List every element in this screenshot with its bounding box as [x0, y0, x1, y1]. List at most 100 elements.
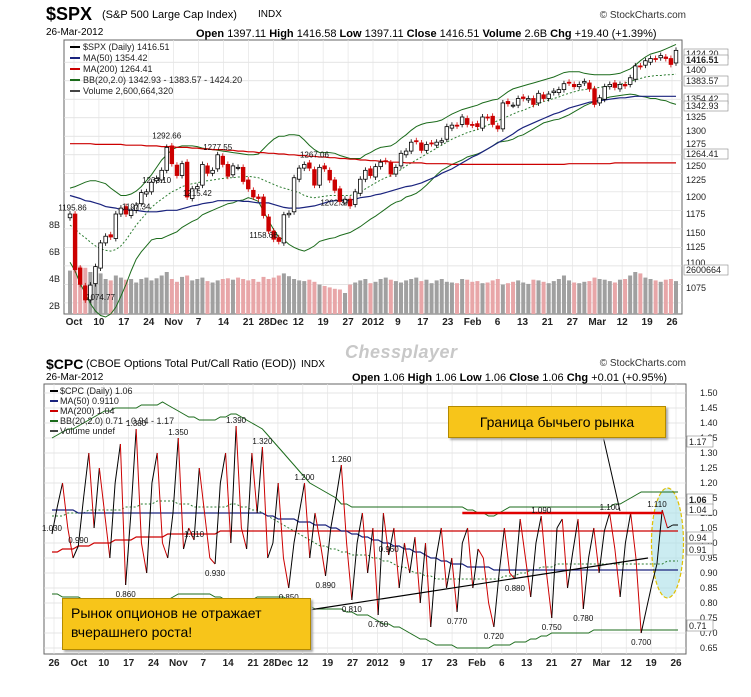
bottom-x-tick-5: Nov [169, 658, 188, 669]
cpc-line-segment [382, 512, 390, 556]
cpc-line-segment [398, 542, 405, 589]
cpc-line-segment [361, 512, 369, 574]
price-candle-body [495, 125, 500, 130]
cpc-line-segment [535, 515, 542, 544]
volume-bar [551, 281, 556, 314]
volume-bar [485, 282, 490, 314]
volume-bar [113, 275, 118, 314]
bottom-x-tick-3: 17 [123, 658, 135, 669]
bottom-x-tick-20: 21 [546, 658, 558, 669]
price-candle-body [459, 116, 465, 125]
volume-bar [383, 277, 388, 314]
volume-bar [653, 280, 658, 314]
top-right-label-7: 1300 [686, 126, 706, 136]
price-candle-body [205, 165, 210, 174]
price-candle-body [128, 209, 134, 216]
bottom-price-label-10: 1.200 [294, 473, 315, 482]
price-candle-body [149, 181, 154, 193]
top-x-tick-11: 27 [343, 317, 355, 328]
volume-bar [521, 282, 526, 314]
volume-bar [511, 281, 516, 314]
price-candle-body [658, 55, 663, 59]
bottom-x-tick-0: 26 [48, 658, 60, 669]
cpc-line-segment [356, 512, 363, 544]
price-candle-body [98, 242, 103, 269]
price-candle-body [352, 191, 358, 205]
bottom-x-tick-4: 24 [148, 658, 160, 669]
price-candle-body [449, 124, 455, 129]
volume-bar [317, 284, 322, 314]
cpc-line-segment [109, 482, 116, 559]
price-candle-body [566, 81, 572, 84]
price-candle-body [174, 164, 180, 176]
bottom-legend-text-0: $CPC (Daily) 1.06 [60, 386, 133, 396]
volume-bar [434, 280, 439, 314]
bottom-y-tick-15: 1.40 [700, 418, 718, 428]
volume-bar [577, 283, 582, 314]
volume-bar [531, 279, 536, 314]
price-candle-body [551, 90, 556, 93]
cpc-line-segment [588, 527, 595, 559]
volume-bar [271, 277, 276, 314]
price-candle-body [663, 56, 669, 59]
cpc-line-segment [198, 467, 206, 514]
bottom-exchange: INDX [301, 359, 325, 370]
top-x-tick-24: 26 [666, 317, 678, 328]
price-candle-body [521, 96, 526, 99]
price-candle-body [154, 178, 159, 182]
price-candle-body [515, 98, 521, 106]
volume-bar [93, 275, 98, 314]
top-right-label-12: 1200 [686, 192, 706, 202]
bottom-price-label-21: 0.780 [573, 614, 594, 623]
cpc-line-segment [409, 536, 416, 574]
volume-bar [185, 275, 190, 314]
top-legend-text-2: MA(200) 1264.41 [83, 64, 153, 74]
price-candle-body [597, 97, 602, 104]
bottom-price-label-17: 0.720 [484, 632, 505, 641]
cpc-line-segment [351, 542, 358, 601]
top-right-label-1: 1416.51 [686, 55, 719, 65]
top-brand: © StockCharts.com [599, 10, 686, 21]
volume-bar [307, 279, 312, 314]
price-candle-body [470, 124, 475, 126]
bottom-x-tick-25: 26 [670, 658, 682, 669]
bottom-price-label-22: 1.100 [600, 503, 621, 512]
volume-bar [230, 279, 235, 314]
volume-bar [78, 266, 83, 314]
cpc-line-segment [577, 518, 584, 610]
volume-bar [220, 279, 225, 314]
price-candle-body [577, 84, 582, 88]
bottom-x-tick-19: 13 [521, 658, 533, 669]
cpc-line-segment [498, 527, 505, 574]
price-candle-body [286, 212, 292, 216]
top-ma50 [69, 95, 676, 213]
volume-bar [567, 280, 572, 314]
bottom-date: 26-Mar-2012 [46, 372, 104, 383]
top-x-tick-17: 6 [495, 317, 501, 328]
volume-bar [225, 278, 230, 314]
cpc-line-segment [346, 542, 353, 601]
bottom-x-tick-16: 23 [447, 658, 459, 669]
cpc-line-segment [240, 527, 248, 550]
bottom-price-label-13: 0.810 [342, 605, 363, 614]
price-candle-body [673, 49, 679, 64]
price-candle-body [592, 88, 597, 105]
volume-bar [297, 280, 302, 314]
top-x-tick-8: 28Dec [259, 317, 289, 328]
quote-low-label: Low [339, 28, 362, 40]
cpc-line-segment [183, 527, 190, 550]
top-x-tick-13: 9 [395, 317, 401, 328]
price-candle-body [184, 161, 190, 198]
cpc-line-segment [172, 437, 179, 514]
quote-close-label: Close [406, 28, 437, 40]
price-candle-body [317, 166, 322, 186]
cpc-line-segment [340, 464, 348, 544]
price-candle-body [617, 84, 623, 90]
volume-bar [129, 279, 134, 314]
price-candle-body [587, 82, 592, 90]
price-candle-body [627, 77, 633, 85]
bottom-legend-text-1: MA(50) 0.9110 [60, 396, 119, 406]
bull-callout-pointer [602, 435, 621, 512]
bottom-right-label-2: 1.04 [689, 505, 707, 515]
price-candle-body [103, 235, 108, 244]
